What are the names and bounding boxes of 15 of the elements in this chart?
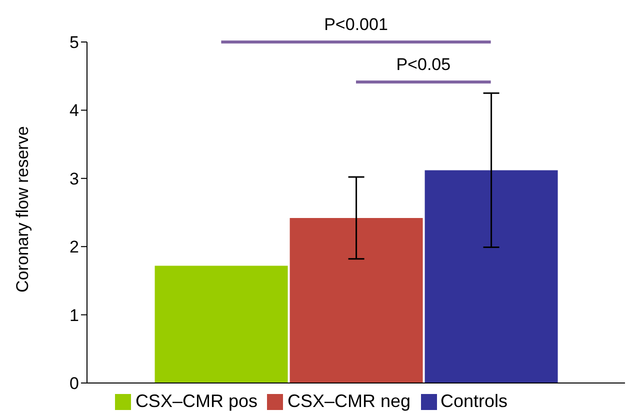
bar [290, 218, 423, 383]
text: P<0.001 [324, 15, 388, 34]
y-tick-label: 5 [70, 33, 79, 52]
bar [154, 266, 288, 383]
bar [424, 170, 558, 383]
y-tick-label: 4 [70, 101, 79, 120]
y-tick-label: 0 [70, 374, 79, 394]
y-tick-label: 3 [70, 169, 79, 188]
legend-label: Controls [440, 391, 508, 411]
y-tick-label: 2 [70, 238, 79, 257]
y-axis-title: Coronary flow reserve [13, 126, 32, 292]
annotation: P<0.05 [396, 55, 451, 74]
legend-label: CSX–CMR pos [135, 391, 258, 411]
y-tick-label: 1 [70, 306, 79, 325]
legend-label: CSX–CMR neg [287, 391, 411, 411]
